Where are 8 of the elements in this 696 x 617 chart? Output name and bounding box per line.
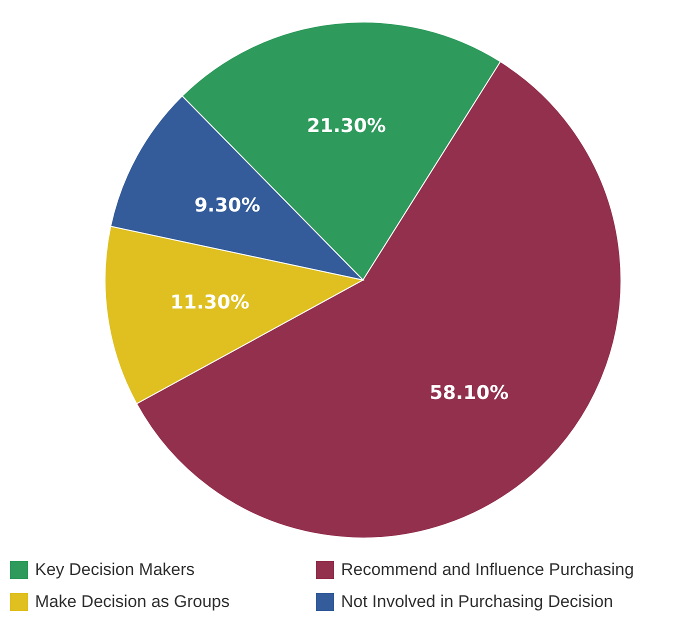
data-label: 9.30%: [194, 194, 260, 217]
legend-label: Make Decision as Groups: [35, 592, 230, 612]
data-label: 11.30%: [170, 291, 250, 314]
legend-label: Key Decision Makers: [35, 560, 195, 580]
legend-label: Recommend and Influence Purchasing: [341, 560, 634, 580]
data-label: 21.30%: [306, 115, 386, 138]
legend-label: Not Involved in Purchasing Decision: [341, 592, 614, 612]
data-label: 58.10%: [429, 382, 509, 404]
